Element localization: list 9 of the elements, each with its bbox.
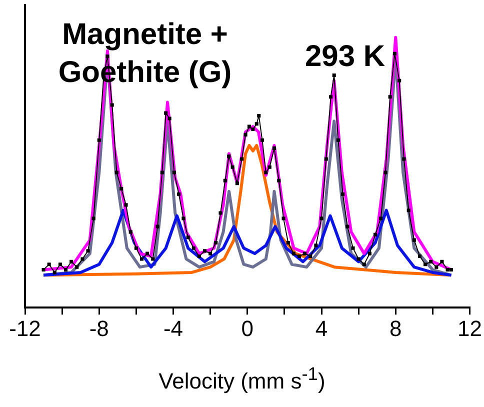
x-tick-label: -12 (9, 316, 41, 341)
x-tick-label: -8 (89, 316, 109, 341)
x-tick-label: 8 (390, 316, 402, 341)
x-tick-label: 4 (315, 316, 328, 341)
x-tick-label: 0 (241, 316, 254, 341)
annotation: 293 K (304, 39, 386, 75)
x-axis-title: Velocity (mm s$^{-1}$) (158, 363, 326, 394)
x-tick-label: 12 (458, 316, 482, 341)
x-tick-label: -4 (163, 316, 184, 341)
